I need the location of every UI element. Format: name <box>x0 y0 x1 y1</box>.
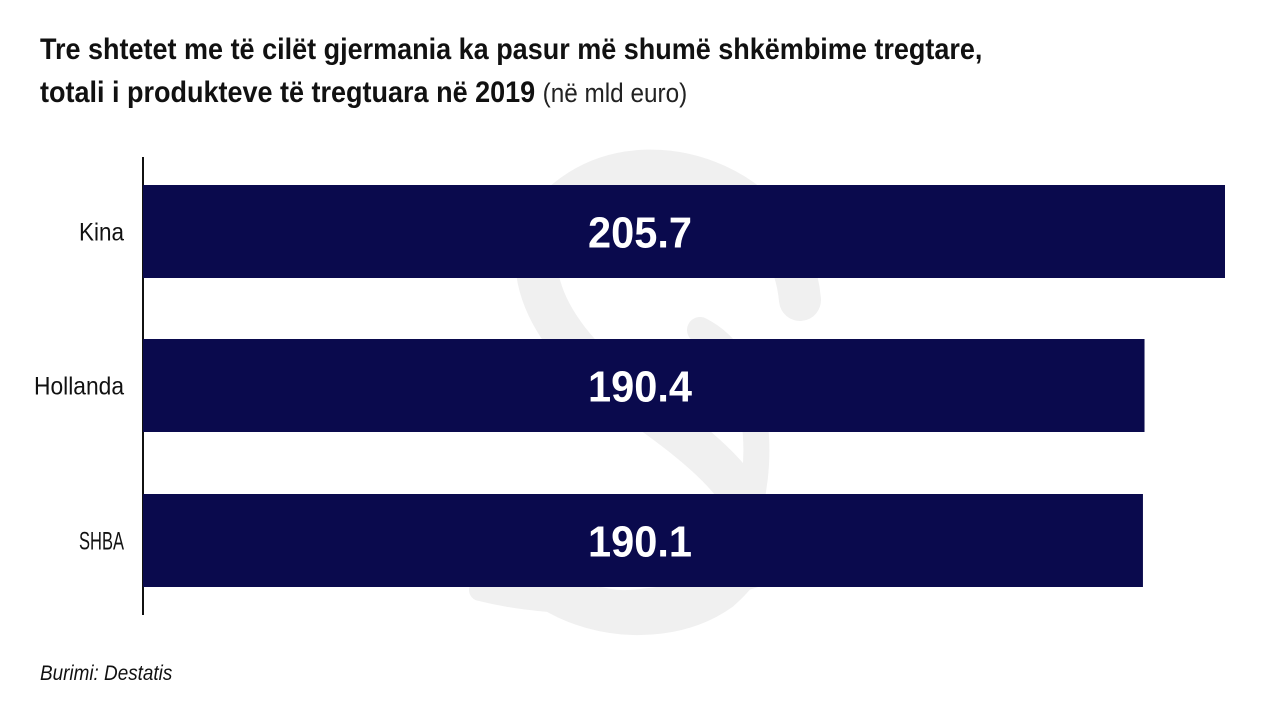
bar-kina <box>143 185 1225 278</box>
data-label-kina: 205.7 <box>588 209 692 258</box>
chart-unit: (në mld euro) <box>542 78 688 108</box>
chart-title: Tre shtetet me të cilët gjermania ka pas… <box>40 28 1138 115</box>
category-label-hollanda: Hollanda <box>34 373 124 401</box>
bar-hollanda <box>143 339 1145 432</box>
chart-title-line1: Tre shtetet me të cilët gjermania ka pas… <box>40 33 983 66</box>
bar-shba <box>143 494 1143 587</box>
chart-title-line2: totali i produkteve të tregtuara në 2019 <box>40 76 536 109</box>
category-label-shba: SHBA <box>79 528 124 556</box>
bars-group: Kina 205.7 Hollanda 190.4 SHBA 190.1 <box>34 185 1225 587</box>
data-label-shba: 190.1 <box>588 518 692 567</box>
category-label-kina: Kina <box>79 219 124 247</box>
data-label-hollanda: 190.4 <box>588 363 692 412</box>
source-note: Burimi: Destatis <box>40 662 173 685</box>
